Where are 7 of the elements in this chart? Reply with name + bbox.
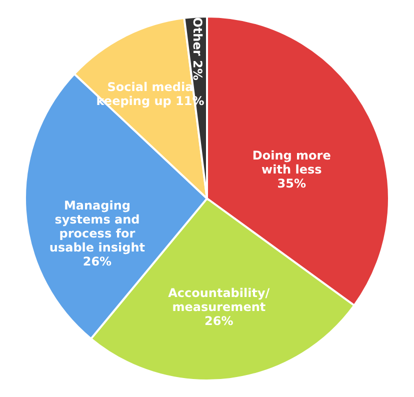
data-label: 26% [82,254,112,268]
slice-label: Managing systems and process for usable insight [49,198,146,254]
data-label: 26% [204,314,234,328]
slice-label: Doing more with less [252,148,331,176]
slice-label: Accountability/measurement [168,286,270,314]
data-label: 35% [277,176,306,190]
slice-label: Other 2% [190,17,205,80]
